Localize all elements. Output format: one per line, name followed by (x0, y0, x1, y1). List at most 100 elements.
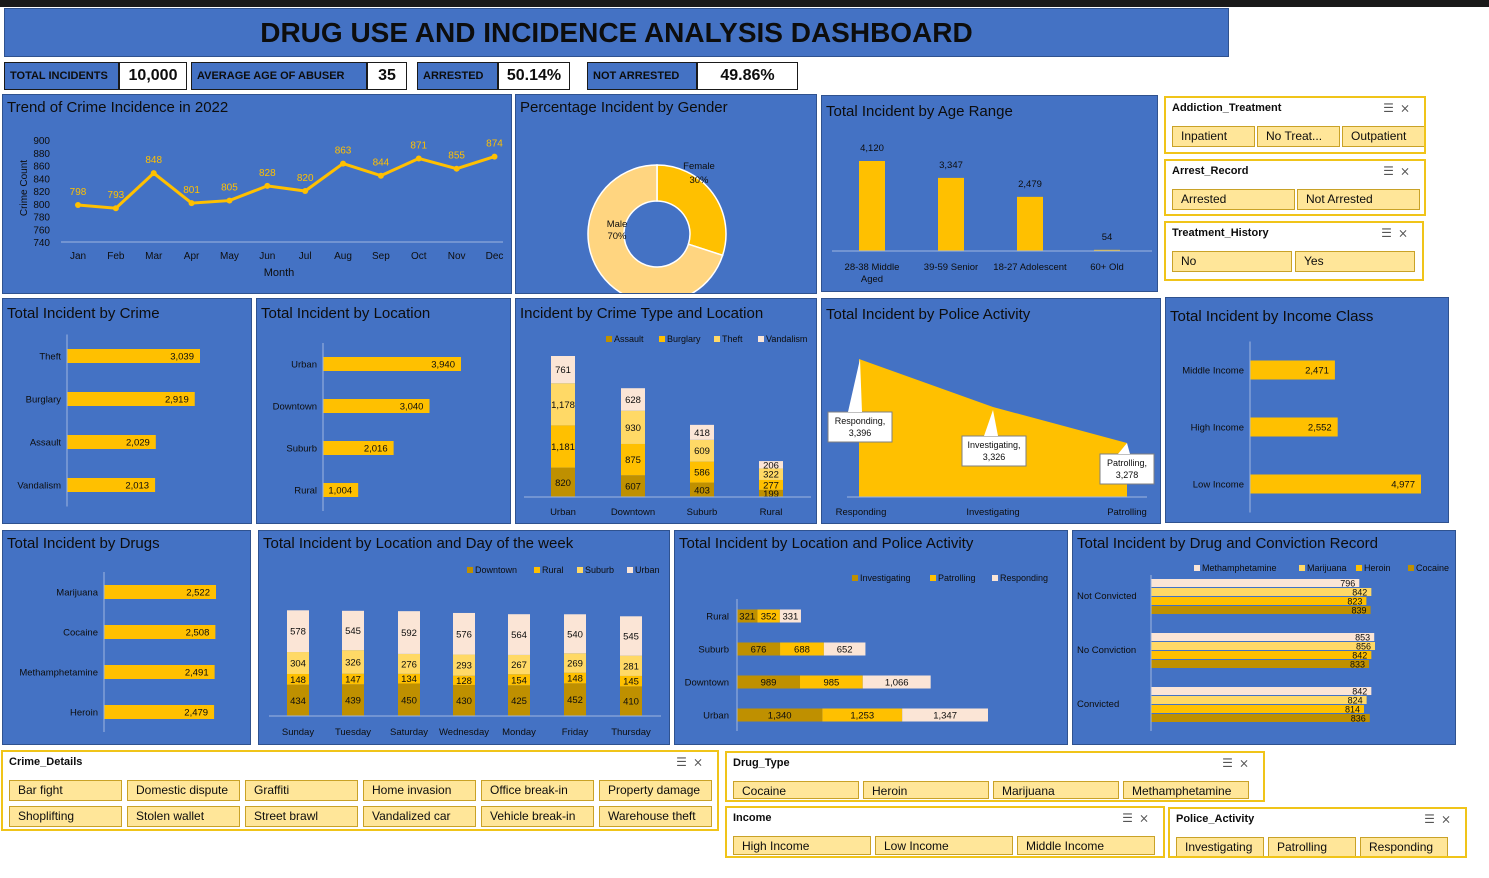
slicer-item[interactable]: Home invasion (363, 780, 476, 801)
age-bar (938, 177, 964, 251)
kpi-average-age-label: AVERAGE AGE OF ABUSER (191, 62, 367, 90)
data-label: 452 (567, 695, 583, 706)
slicer-crime-details[interactable]: Crime_Details ☰⨯ Bar fight Domestic dispute… (1, 750, 719, 831)
slicer-item[interactable]: Marijuana (993, 781, 1119, 799)
age-bar (1094, 249, 1120, 251)
bar (67, 478, 156, 492)
slicer-item[interactable]: Patrolling (1268, 837, 1356, 856)
top-border (0, 0, 1489, 7)
slicer-item[interactable]: Property damage (599, 780, 712, 801)
slicer-item[interactable]: Graffiti (245, 780, 358, 801)
data-label: 820 (555, 478, 571, 489)
data-label: 3,040 (400, 402, 424, 413)
legend-label: Cocaine (1416, 563, 1449, 573)
slicer-toolbar: ☰⨯ (1383, 164, 1416, 178)
multi-select-icon[interactable]: ☰ (1424, 812, 1441, 826)
data-label: 2,491 (185, 668, 209, 679)
stack-segment (737, 609, 758, 623)
trend-line (77, 155, 495, 210)
x-tick-label: Downtown (611, 507, 655, 518)
data-point (188, 200, 195, 207)
legend-label: Rural (542, 565, 564, 575)
slicer-item[interactable]: Domestic dispute (127, 780, 240, 801)
legend-swatch (758, 336, 764, 342)
slicer-item[interactable]: Bar fight (9, 780, 122, 801)
panel-gender: Percentage Incident by Gender Female 30% M… (515, 94, 817, 294)
slicer-item[interactable]: Investigating (1176, 837, 1264, 856)
multi-select-icon[interactable]: ☰ (1222, 756, 1239, 770)
slicer-treatment-history[interactable]: Treatment_History ☰⨯ No Yes (1164, 221, 1424, 281)
slicer-item[interactable]: Stolen wallet (127, 806, 240, 827)
slicer-item[interactable]: Not Arrested (1297, 189, 1420, 210)
data-label: 609 (694, 446, 710, 457)
slicer-income[interactable]: Income ☰⨯ High Income Low Income Middle Inco… (725, 806, 1165, 858)
data-label: 801 (183, 185, 200, 196)
callout-pointer (984, 410, 998, 436)
x-tick-label: Jan (70, 251, 86, 262)
slicer-item[interactable]: Warehouse theft (599, 806, 712, 827)
slicer-item[interactable]: Low Income (875, 836, 1013, 855)
slicer-item[interactable]: No Treat... (1257, 126, 1340, 147)
clear-filter-icon[interactable]: ⨯ (1238, 756, 1255, 770)
slicer-item[interactable]: Yes (1295, 251, 1415, 272)
data-label: 352 (761, 612, 777, 623)
data-label: 828 (259, 168, 276, 179)
data-label: 855 (448, 151, 465, 162)
clear-filter-icon[interactable]: ⨯ (1138, 811, 1155, 825)
legend-swatch (1194, 565, 1200, 571)
bar (67, 435, 156, 449)
clear-filter-icon[interactable]: ⨯ (1397, 226, 1414, 240)
legend-label: Urban (635, 565, 660, 575)
slicer-item[interactable]: Shoplifting (9, 806, 122, 827)
category-label: Cocaine (63, 628, 98, 639)
data-label: 844 (373, 158, 390, 169)
clear-filter-icon[interactable]: ⨯ (692, 755, 709, 769)
slicer-addiction-treatment[interactable]: Addiction_Treatment ☰⨯ Inpatient No Treat..… (1164, 96, 1426, 154)
slicer-item[interactable]: Outpatient (1342, 126, 1424, 147)
multi-select-icon[interactable]: ☰ (676, 755, 693, 769)
slicer-item[interactable]: Responding (1360, 837, 1448, 856)
x-tick-label: 18-27 Adolescent (993, 262, 1067, 273)
slicer-item[interactable]: Heroin (863, 781, 989, 799)
slicer-item[interactable]: Inpatient (1172, 126, 1255, 147)
category-label: No Conviction (1077, 645, 1136, 656)
age-bar (859, 161, 885, 251)
data-label: 430 (456, 696, 472, 707)
slicer-item[interactable]: No (1172, 251, 1292, 272)
bar (1250, 360, 1335, 380)
slicer-arrest-record[interactable]: Arrest_Record ☰⨯ Arrested Not Arrested (1164, 159, 1426, 216)
slicer-item[interactable]: Middle Income (1017, 836, 1155, 855)
data-label: 54 (1102, 232, 1113, 243)
data-label: 833 (1350, 660, 1365, 670)
x-tick-label: Wednesday (439, 727, 489, 738)
multi-select-icon[interactable]: ☰ (1383, 101, 1400, 115)
slicer-title: Treatment_History (1172, 227, 1269, 239)
kpi-arrested-label: ARRESTED (417, 62, 498, 90)
panel-income: Total Incident by Income Class Middle In… (1165, 297, 1449, 523)
slicer-item[interactable]: Methamphetamine (1123, 781, 1249, 799)
bar (67, 349, 200, 363)
slice-percent-label: 70% (607, 231, 627, 242)
chart-title: Total Incident by Police Activity (826, 306, 1031, 323)
slicer-item[interactable]: High Income (733, 836, 871, 855)
slicer-item[interactable]: Cocaine (733, 781, 859, 799)
slicer-item[interactable]: Arrested (1172, 189, 1295, 210)
multi-select-icon[interactable]: ☰ (1383, 164, 1400, 178)
clear-filter-icon[interactable]: ⨯ (1399, 101, 1416, 115)
slicer-drug-type[interactable]: Drug_Type ☰⨯ Cocaine Heroin Marijuana Methamp… (725, 751, 1265, 802)
slicer-item[interactable]: Street brawl (245, 806, 358, 827)
bar (1250, 474, 1421, 494)
data-point (340, 160, 347, 167)
multi-select-icon[interactable]: ☰ (1381, 226, 1398, 240)
clear-filter-icon[interactable]: ⨯ (1399, 164, 1416, 178)
slicer-item[interactable]: Office break-in (481, 780, 594, 801)
slicer-item[interactable]: Vehicle break-in (481, 806, 594, 827)
clear-filter-icon[interactable]: ⨯ (1440, 812, 1457, 826)
slicer-police-activity[interactable]: Police_Activity ☰⨯ Investigating Patrolling… (1168, 807, 1467, 858)
data-label: 4,977 (1391, 480, 1415, 491)
multi-select-icon[interactable]: ☰ (1122, 811, 1139, 825)
slicer-item[interactable]: Vandalized car (363, 806, 476, 827)
stack-segment (398, 653, 420, 674)
data-label: 326 (345, 657, 361, 668)
